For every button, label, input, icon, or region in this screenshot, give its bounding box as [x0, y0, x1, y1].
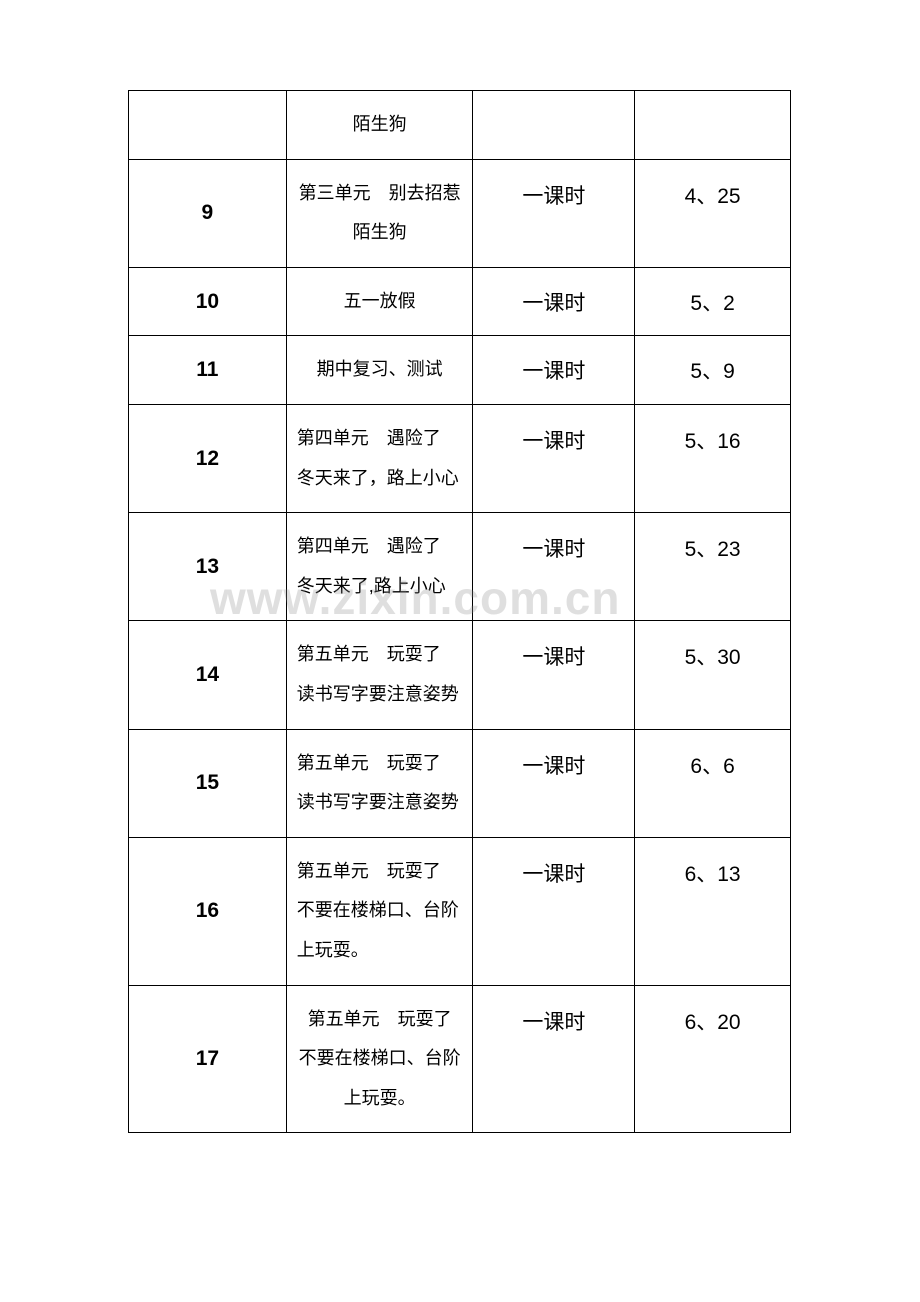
duration-cell: 一课时	[473, 837, 635, 985]
week-number-cell: 11	[129, 336, 287, 405]
table-row: 16第五单元 玩耍了 不要在楼梯口、台阶上玩耍。一课时6、13	[129, 837, 791, 985]
table-row: 10五一放假一课时5、2	[129, 267, 791, 336]
table-row: 17第五单元 玩耍了 不要在楼梯口、台阶上玩耍。一课时6、20	[129, 985, 791, 1133]
content-cell: 第五单元 玩耍了 读书写字要注意姿势	[286, 729, 473, 837]
schedule-table-container: 陌生狗9第三单元 别去招惹陌生狗一课时4、2510五一放假一课时5、211期中复…	[128, 90, 791, 1133]
date-cell: 5、16	[635, 404, 791, 512]
duration-cell: 一课时	[473, 729, 635, 837]
date-cell: 6、20	[635, 985, 791, 1133]
week-number-cell: 12	[129, 404, 287, 512]
content-cell: 第三单元 别去招惹陌生狗	[286, 159, 473, 267]
table-row: 9第三单元 别去招惹陌生狗一课时4、25	[129, 159, 791, 267]
date-cell: 5、2	[635, 267, 791, 336]
duration-cell: 一课时	[473, 267, 635, 336]
table-row: 13第四单元 遇险了 冬天来了,路上小心一课时5、23	[129, 513, 791, 621]
content-cell: 第四单元 遇险了 冬天来了，路上小心	[286, 404, 473, 512]
duration-cell: 一课时	[473, 404, 635, 512]
table-row: 14第五单元 玩耍了 读书写字要注意姿势一课时5、30	[129, 621, 791, 729]
table-row: 11期中复习、测试一课时5、9	[129, 336, 791, 405]
week-number-cell: 14	[129, 621, 287, 729]
date-cell	[635, 91, 791, 160]
duration-cell: 一课时	[473, 336, 635, 405]
date-cell: 6、13	[635, 837, 791, 985]
date-cell: 5、30	[635, 621, 791, 729]
week-number-cell: 15	[129, 729, 287, 837]
date-cell: 6、6	[635, 729, 791, 837]
content-cell: 第五单元 玩耍了 不要在楼梯口、台阶上玩耍。	[286, 837, 473, 985]
content-cell: 第四单元 遇险了 冬天来了,路上小心	[286, 513, 473, 621]
week-number-cell: 16	[129, 837, 287, 985]
content-cell: 第五单元 玩耍了 读书写字要注意姿势	[286, 621, 473, 729]
content-cell: 期中复习、测试	[286, 336, 473, 405]
content-cell: 陌生狗	[286, 91, 473, 160]
content-cell: 五一放假	[286, 267, 473, 336]
table-row: 15第五单元 玩耍了 读书写字要注意姿势一课时6、6	[129, 729, 791, 837]
duration-cell: 一课时	[473, 513, 635, 621]
duration-cell: 一课时	[473, 985, 635, 1133]
duration-cell	[473, 91, 635, 160]
content-cell: 第五单元 玩耍了 不要在楼梯口、台阶上玩耍。	[286, 985, 473, 1133]
duration-cell: 一课时	[473, 621, 635, 729]
table-row: 陌生狗	[129, 91, 791, 160]
date-cell: 5、23	[635, 513, 791, 621]
week-number-cell: 10	[129, 267, 287, 336]
date-cell: 5、9	[635, 336, 791, 405]
schedule-table: 陌生狗9第三单元 别去招惹陌生狗一课时4、2510五一放假一课时5、211期中复…	[128, 90, 791, 1133]
week-number-cell: 13	[129, 513, 287, 621]
week-number-cell: 17	[129, 985, 287, 1133]
duration-cell: 一课时	[473, 159, 635, 267]
table-row: 12第四单元 遇险了 冬天来了，路上小心一课时5、16	[129, 404, 791, 512]
week-number-cell: 9	[129, 159, 287, 267]
date-cell: 4、25	[635, 159, 791, 267]
week-number-cell	[129, 91, 287, 160]
